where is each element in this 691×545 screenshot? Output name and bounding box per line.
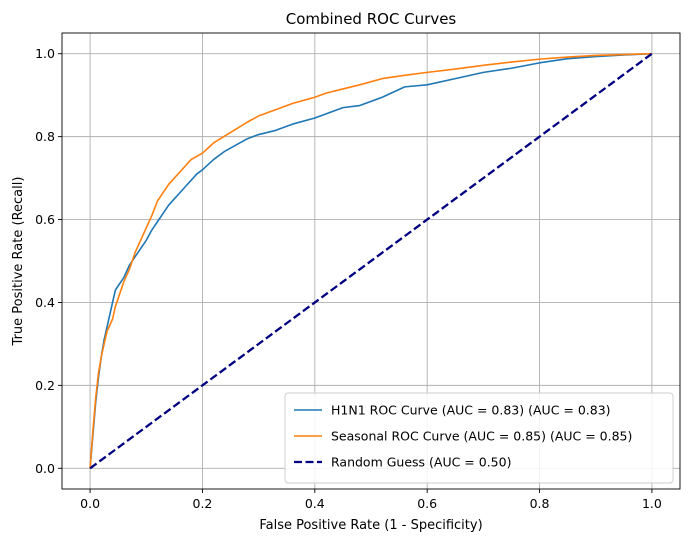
legend-label: Seasonal ROC Curve (AUC = 0.85) (AUC = 0… xyxy=(331,429,632,444)
grid xyxy=(62,33,680,489)
y-tick-label: 0.2 xyxy=(35,378,55,393)
x-axis-label: False Positive Rate (1 - Specificity) xyxy=(259,518,482,533)
legend-box xyxy=(284,392,674,484)
y-tick-label: 0.6 xyxy=(35,212,55,227)
series-line-1 xyxy=(89,52,652,469)
series-line-0 xyxy=(89,52,652,469)
chart-title: Combined ROC Curves xyxy=(286,10,457,28)
series-layer xyxy=(89,52,653,470)
legend-label: H1N1 ROC Curve (AUC = 0.83) (AUC = 0.83) xyxy=(331,403,611,418)
legend: H1N1 ROC Curve (AUC = 0.83) (AUC = 0.83)… xyxy=(284,392,674,484)
y-tick-label: 0.8 xyxy=(35,129,55,144)
plot-frame xyxy=(61,32,681,490)
x-tick-label: 0.6 xyxy=(417,496,437,511)
axis-ticks: 0.0 0.2 0.4 0.6 0.8 1.0 0.0 0.2 0.4 0.6 0.8 1.0 xyxy=(35,46,662,511)
series-line-2 xyxy=(89,52,653,470)
y-axis-label: True Positive Rate (Recall) xyxy=(11,177,26,347)
x-tick-label: 0.0 xyxy=(80,496,100,511)
x-tick-label: 1.0 xyxy=(642,496,662,511)
y-tick-label: 0.4 xyxy=(35,295,55,310)
x-tick-label: 0.4 xyxy=(305,496,325,511)
x-tick-label: 0.2 xyxy=(193,496,213,511)
y-tick-label: 0.0 xyxy=(35,461,55,476)
legend-label: Random Guess (AUC = 0.50) xyxy=(331,455,511,470)
x-tick-label: 0.8 xyxy=(530,496,550,511)
y-tick-label: 1.0 xyxy=(35,46,55,61)
